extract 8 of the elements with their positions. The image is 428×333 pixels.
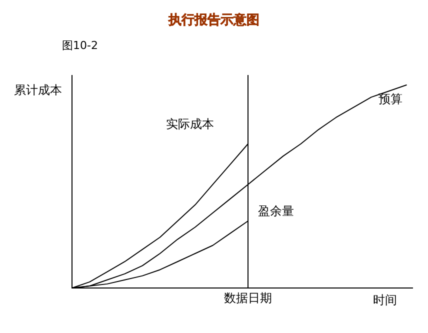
chart-title: 执行报告示意图 [168,12,260,28]
x-axis-title: 时间 [373,293,397,307]
series-label: 预算 [378,92,402,106]
y-axis-title: 累计成本 [14,83,62,97]
text: 实际成本 [166,116,214,131]
text: 数据日期 [224,291,272,305]
chart-subtitle: 图10-2 [62,39,98,52]
series-label: 盈余量 [258,204,294,218]
